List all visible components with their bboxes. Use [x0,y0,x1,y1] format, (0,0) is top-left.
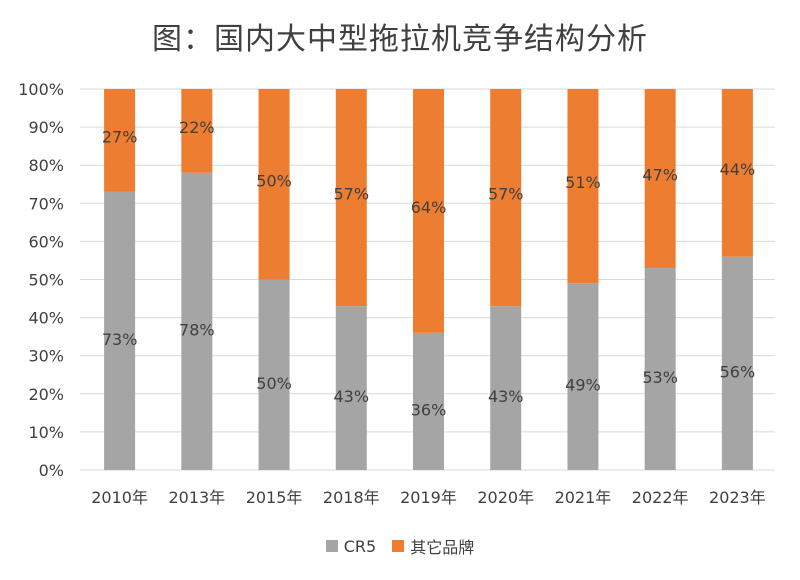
data-label: 47% [642,166,678,185]
bar-segment-other-brands [490,89,522,307]
bar-segment-other-brands [104,89,136,192]
legend-label: CR5 [343,536,377,556]
bar-segment-cr5 [721,256,753,470]
y-tick-label: 50% [28,271,64,290]
bar-segment-cr5 [335,306,367,470]
x-tick-label: 2015年 [246,488,303,507]
data-label: 43% [488,387,524,406]
x-tick-label: 2021年 [555,488,612,507]
chart-title: 图：国内大中型拖拉机竞争结构分析 [152,22,648,57]
y-tick-label: 100% [18,80,64,99]
y-tick-label: 70% [28,194,64,213]
data-label: 22% [179,118,215,137]
data-label: 73% [102,330,138,349]
legend-swatch [392,540,405,552]
bars [104,89,753,470]
y-tick-label: 90% [28,118,64,137]
x-tick-label: 2019年 [400,488,457,507]
data-label: 50% [256,171,292,190]
legend-label: 其它品牌 [410,538,475,557]
x-tick-label: 2023年 [709,488,766,507]
bar-segment-cr5 [567,283,599,470]
x-tick-label: 2010年 [91,488,148,507]
x-tick-label: 2022年 [632,488,689,507]
bar-segment-other-brands [335,89,367,307]
legend: CR5 其它品牌 [0,534,800,558]
y-tick-label: 80% [28,156,64,175]
axes: 0% 10% 20% 30% 40% 50% 60% 70% 80% 90% 100% 2010年 20… [18,80,766,507]
bar-segment-other-brands [644,89,676,269]
data-label: 53% [642,368,678,387]
data-label: 43% [333,387,369,406]
bar-segment-cr5 [258,279,290,470]
bar-segment-cr5 [181,172,213,470]
y-tick-label: 40% [28,309,64,328]
bar-segment-cr5 [490,306,522,470]
bar-segment-cr5 [644,268,676,470]
y-tick-label: 60% [28,232,64,251]
bar-segment-other-brands [181,89,213,173]
y-tick-label: 10% [28,423,64,442]
x-tick-label: 2018年 [323,488,380,507]
data-label: 78% [179,320,215,339]
y-tick-label: 30% [28,347,64,366]
bar-segment-cr5 [104,191,136,470]
data-label: 56% [720,362,756,381]
data-label: 57% [333,185,369,204]
data-label: 50% [256,374,292,393]
legend-swatch [325,540,338,552]
data-label: 36% [411,400,447,419]
y-tick-label: 0% [39,461,64,480]
x-tick-label: 2013年 [168,488,225,507]
data-labels: 73% 27% 78% 22% 50% 50% 43% 57% 36% 64% 43% 57% 49% 5… [102,118,755,420]
data-label: 27% [102,127,138,146]
legend-item-other-brands: 其它品牌 [392,534,474,558]
data-label: 57% [488,185,524,204]
bar-segment-other-brands [567,89,599,284]
data-label: 49% [565,376,601,395]
bar-segment-other-brands [413,89,444,333]
x-tick-label: 2020年 [477,488,534,507]
bar-segment-cr5 [413,332,444,470]
data-label: 64% [411,198,447,217]
data-label: 51% [565,173,601,192]
y-tick-label: 20% [28,385,64,404]
bar-segment-other-brands [721,89,753,257]
data-label: 44% [720,160,756,179]
legend-item-cr5: CR5 [325,536,377,556]
bar-segment-other-brands [258,89,290,280]
